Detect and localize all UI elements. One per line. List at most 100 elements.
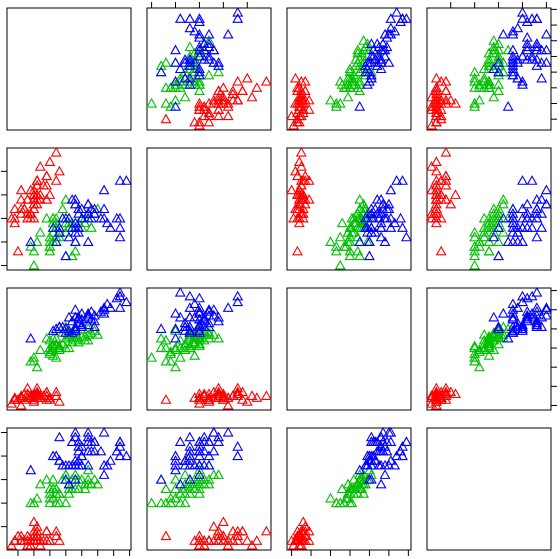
point [365, 72, 377, 83]
point [82, 212, 94, 223]
point [170, 361, 181, 372]
point [375, 217, 387, 228]
point [354, 193, 366, 204]
point [450, 189, 461, 199]
point [184, 478, 196, 489]
point [517, 290, 528, 301]
point [28, 530, 40, 541]
point [203, 110, 215, 121]
point [440, 193, 452, 204]
point [60, 497, 72, 508]
point [526, 50, 538, 61]
point [28, 245, 40, 256]
point [430, 165, 442, 176]
point [53, 222, 65, 232]
point [493, 222, 505, 232]
point [184, 13, 196, 23]
panel [6, 7, 132, 131]
point [66, 250, 78, 261]
point [47, 473, 59, 484]
point [193, 394, 205, 404]
point [111, 445, 123, 456]
point [50, 488, 62, 498]
point [98, 459, 110, 470]
point [493, 250, 505, 261]
point [391, 175, 403, 185]
point [440, 85, 452, 96]
point [98, 307, 110, 318]
point [526, 311, 538, 322]
point [375, 441, 387, 451]
point [217, 97, 229, 108]
point [179, 72, 191, 83]
point [363, 250, 375, 261]
point [63, 311, 75, 322]
point [41, 212, 53, 223]
point [38, 390, 49, 400]
point [57, 459, 69, 470]
point [76, 319, 88, 330]
point [517, 175, 528, 185]
point [208, 392, 220, 402]
point [203, 394, 215, 404]
point [435, 212, 447, 223]
point [222, 399, 234, 410]
point [28, 355, 40, 366]
point [217, 516, 229, 526]
point [385, 426, 397, 437]
point [521, 198, 533, 209]
point [44, 348, 56, 358]
point [493, 323, 505, 333]
point [502, 332, 514, 343]
point [293, 212, 305, 223]
point [198, 390, 210, 400]
point [34, 161, 46, 171]
point [217, 388, 229, 399]
point [507, 298, 519, 309]
point [435, 189, 447, 199]
point [526, 175, 538, 185]
point [193, 31, 205, 42]
point [430, 97, 442, 108]
point [38, 179, 49, 190]
point [497, 226, 509, 237]
point [184, 441, 196, 451]
point [397, 441, 408, 451]
point [12, 530, 24, 541]
point [293, 539, 305, 550]
point [379, 50, 391, 61]
point [203, 304, 215, 314]
point [184, 473, 196, 484]
panel [146, 7, 272, 131]
point [346, 75, 358, 86]
point [237, 85, 248, 96]
point [430, 208, 442, 218]
point [426, 91, 438, 102]
point [293, 110, 305, 121]
point [22, 392, 33, 402]
point [395, 212, 407, 223]
point [213, 60, 225, 70]
point [85, 445, 97, 456]
point [60, 217, 72, 228]
point [44, 497, 56, 508]
point [213, 436, 225, 446]
point [363, 236, 375, 246]
point [170, 492, 181, 503]
point [232, 382, 244, 393]
point [227, 88, 239, 99]
point [193, 16, 205, 26]
point [57, 212, 69, 223]
point [531, 13, 543, 23]
panel [146, 427, 272, 551]
point [293, 156, 305, 166]
point [440, 382, 452, 393]
point [260, 75, 272, 86]
point [31, 361, 43, 372]
point [344, 82, 356, 92]
point [342, 91, 354, 102]
point [31, 193, 43, 204]
point [198, 53, 210, 64]
point [430, 72, 442, 83]
point [325, 94, 336, 105]
